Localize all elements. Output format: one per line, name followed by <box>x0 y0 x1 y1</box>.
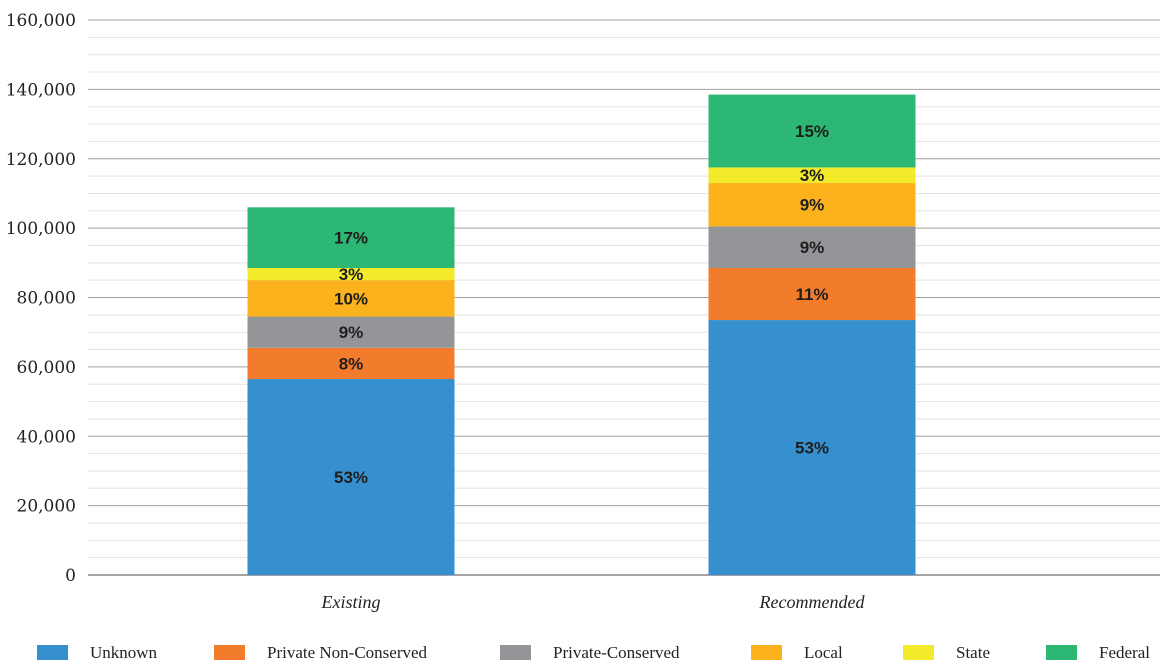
bar-data-label: 9% <box>339 323 364 342</box>
bar-data-label: 3% <box>800 166 825 185</box>
bar-segment <box>708 226 916 269</box>
y-tick-label: 160,000 <box>6 11 76 31</box>
bar-data-label: 17% <box>334 229 368 248</box>
x-category-label: Recommended <box>759 592 866 612</box>
bar-segment <box>247 268 455 281</box>
bar-data-label: 15% <box>795 122 829 141</box>
x-category-label: Existing <box>321 592 381 612</box>
bars: 53% 8% 9% 10% 3% 17% 53% 11% 9% 9% 3% 15% <box>247 94 916 575</box>
legend-label: State <box>956 643 990 662</box>
legend-swatch <box>37 645 68 660</box>
bar-data-label: 8% <box>339 354 364 373</box>
bar-segment <box>247 207 455 269</box>
bar-data-label: 11% <box>795 285 828 304</box>
bar-segment <box>708 320 916 575</box>
legend: Unknown Private Non-Conserved Private-Cons… <box>37 643 1150 662</box>
y-tick-label: 100,000 <box>6 219 76 239</box>
bar-segment <box>708 94 916 168</box>
y-tick-label: 20,000 <box>17 497 76 517</box>
bar-data-label: 53% <box>334 468 368 487</box>
bar-data-label: 9% <box>800 196 825 215</box>
bar-segment <box>247 316 455 348</box>
y-axis: 0 20,000 40,000 60,000 80,000 100,000 120,000 1… <box>6 11 76 586</box>
y-tick-label: 40,000 <box>17 427 76 447</box>
y-tick-label: 0 <box>65 566 76 586</box>
y-tick-label: 120,000 <box>6 150 76 170</box>
legend-swatch <box>1046 645 1077 660</box>
bar-segment <box>708 268 916 321</box>
legend-label: Local <box>804 643 843 662</box>
legend-label: Unknown <box>90 643 158 662</box>
legend-swatch <box>903 645 934 660</box>
bar-segment <box>708 167 916 184</box>
y-tick-label: 140,000 <box>6 80 76 100</box>
legend-label: Federal <box>1099 643 1150 662</box>
y-tick-label: 60,000 <box>17 358 76 378</box>
y-tick-label: 80,000 <box>17 289 76 309</box>
legend-swatch <box>500 645 531 660</box>
bar-segment <box>247 280 455 317</box>
legend-swatch <box>751 645 782 660</box>
legend-label: Private Non-Conserved <box>267 643 428 662</box>
bar-segment <box>708 183 916 227</box>
legend-swatch <box>214 645 245 660</box>
x-axis: Existing Recommended <box>321 592 866 612</box>
bar-segment <box>247 379 455 575</box>
legend-label: Private-Conserved <box>553 643 680 662</box>
bar-data-label: 9% <box>800 238 825 257</box>
bar-data-label: 3% <box>339 265 364 284</box>
bar-segment <box>247 347 455 380</box>
bar-data-label: 10% <box>334 289 368 308</box>
bar-data-label: 53% <box>795 439 829 458</box>
